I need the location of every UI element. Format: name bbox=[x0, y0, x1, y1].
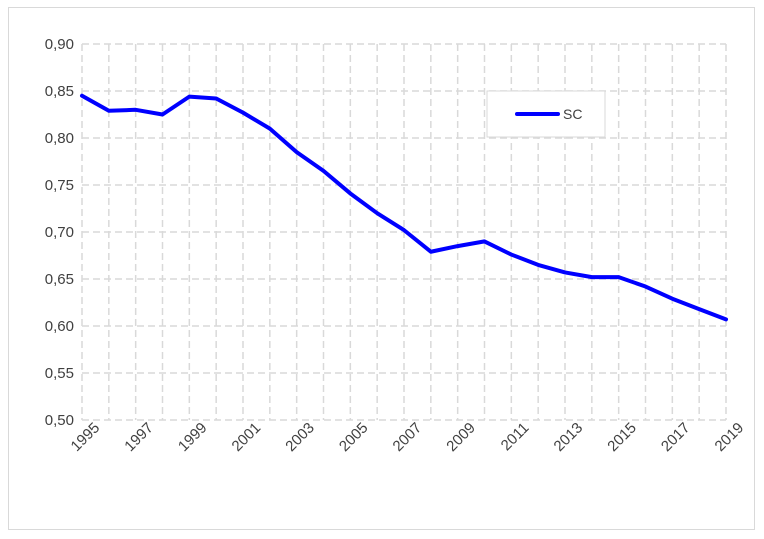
y-tick-label: 0,80 bbox=[45, 130, 74, 147]
y-tick-label: 0,70 bbox=[45, 224, 74, 241]
series-line-sc bbox=[80, 93, 728, 322]
y-tick-label: 0,55 bbox=[45, 365, 74, 382]
y-tick-label: 0,90 bbox=[45, 36, 74, 53]
y-tick-label: 0,65 bbox=[45, 271, 74, 288]
series-layer bbox=[80, 93, 728, 322]
x-tick-label: 2005 bbox=[336, 419, 372, 455]
x-tick-label: 2009 bbox=[443, 419, 479, 455]
x-tick-label: 2019 bbox=[712, 419, 748, 455]
legend: SC bbox=[486, 90, 606, 138]
y-tick-label: 0,85 bbox=[45, 83, 74, 100]
y-tick-label: 0,75 bbox=[45, 177, 74, 194]
x-tick-label: 2013 bbox=[551, 419, 587, 455]
x-tick-label: 2015 bbox=[604, 419, 640, 455]
y-tick-label: 0,60 bbox=[45, 318, 74, 335]
x-tick-label: 2011 bbox=[498, 419, 533, 454]
chart-frame bbox=[8, 7, 755, 530]
x-tick-label: 2007 bbox=[390, 419, 426, 455]
x-tick-label: 1999 bbox=[175, 419, 211, 455]
legend-label-sc: SC bbox=[563, 106, 582, 122]
x-tick-label: 2003 bbox=[282, 419, 318, 455]
grid bbox=[81, 43, 727, 421]
x-tick-label: 1997 bbox=[121, 419, 157, 455]
y-tick-label: 0,50 bbox=[45, 412, 74, 429]
x-tick-label: 2001 bbox=[229, 419, 265, 455]
y-axis-ticks: 0,50 0,55 0,60 0,65 0,70 0,75 0,80 0,85 0,90 bbox=[45, 36, 74, 429]
x-axis-ticks: 1995 1997 1999 2001 2003 2005 2007 2009 2011 2013… bbox=[68, 419, 748, 455]
x-tick-label: 2017 bbox=[658, 419, 694, 455]
